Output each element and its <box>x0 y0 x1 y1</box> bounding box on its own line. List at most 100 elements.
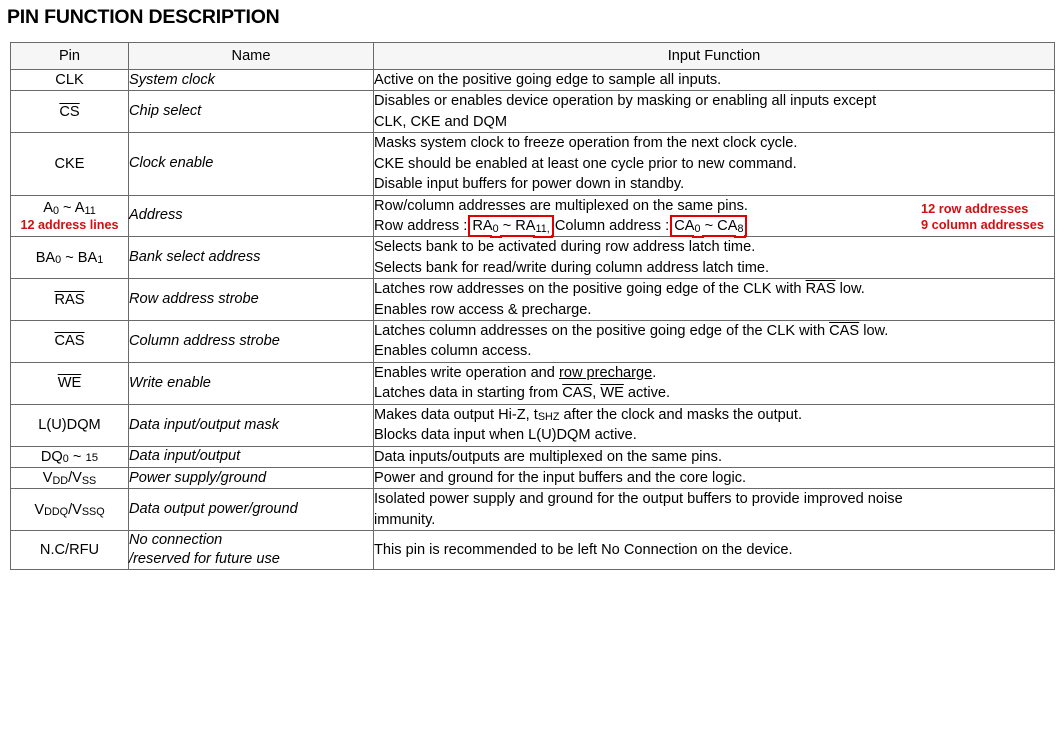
pin-symbol-mid: ~ <box>68 448 86 465</box>
overlined-signal: CAS <box>54 333 85 350</box>
pin-label-clk: System clock <box>128 68 374 92</box>
table-row: DQ0 ~ 15 Data input/output Data inputs/o… <box>10 445 1055 469</box>
highlight-box-column-address: CA0 ~ CA8 <box>670 214 748 237</box>
subscript: 11, <box>535 222 550 235</box>
pin-symbol-mid: ~ BA <box>61 249 98 266</box>
subscript: SHZ <box>537 411 560 424</box>
text-fragment: Row address : <box>374 217 472 234</box>
text-fragment: active. <box>623 385 671 402</box>
function-line: Power and ground for the input buffers a… <box>374 470 747 487</box>
pin-symbol-subscript: 1 <box>97 254 104 267</box>
pin-name-nc-rfu: N.C/RFU <box>10 530 129 571</box>
table-row: BA0 ~ BA1 Bank select address Selects ba… <box>10 236 1055 280</box>
pin-function-ras: Latches row addresses on the positive go… <box>373 278 1055 322</box>
pin-symbol: VDDQ/VSSQ <box>34 501 105 519</box>
text-fragment: . <box>652 364 657 381</box>
pin-label-we: Write enable <box>128 361 374 405</box>
pin-symbol-prefix: V <box>42 470 53 487</box>
function-line: CKE should be enabled at least one cycle… <box>374 155 797 172</box>
pin-symbol-subscript: SSQ <box>81 506 105 519</box>
pin-function-address: Row/column addresses are multiplexed on … <box>373 194 1055 238</box>
function-line: Makes data output Hi-Z, tSHZ after the c… <box>374 405 1054 425</box>
function-line: Disables or enables device operation by … <box>374 93 877 110</box>
table-row: L(U)DQM Data input/output mask Makes dat… <box>10 403 1055 447</box>
pin-symbol-mid: /V <box>68 501 82 518</box>
label-line: /reserved for future use <box>129 551 280 568</box>
subscript: 0 <box>492 222 499 235</box>
pin-label-vddq-vssq: Data output power/ground <box>128 488 374 532</box>
function-line: Latches row addresses on the positive go… <box>374 279 1054 299</box>
pin-function-we: Enables write operation and row precharg… <box>373 361 1055 405</box>
overlined-signal: CS <box>59 103 80 120</box>
pin-name-vddq-vssq: VDDQ/VSSQ <box>10 488 129 532</box>
table-row: VDD/VSS Power supply/ground Power and gr… <box>10 467 1055 490</box>
text-fragment: Column address : <box>550 217 674 234</box>
table-row: CS Chip select Disables or enables devic… <box>10 90 1055 134</box>
pin-name-cas: CAS <box>10 320 129 363</box>
pin-name-vdd-vss: VDD/VSS <box>10 467 129 490</box>
pin-symbol-subscript: 0 <box>52 205 59 217</box>
text-fragment: after the clock and masks the output. <box>559 406 803 423</box>
pin-name-we: WE <box>10 361 129 405</box>
table-row: CAS Column address strobe Latches column… <box>10 320 1055 363</box>
function-line: CLK, CKE and DQM <box>374 113 508 130</box>
annotation-address-counts: 12 row addresses 9 column addresses <box>921 201 1044 234</box>
function-line: Selects bank to be activated during row … <box>374 239 756 256</box>
pin-label-cas: Column address strobe <box>128 320 374 363</box>
pin-symbol-subscript: 15 <box>85 451 99 464</box>
pin-symbol-subscript: SS <box>81 474 97 487</box>
function-line: Enables write operation and row precharg… <box>374 363 1054 383</box>
pin-label-cs: Chip select <box>128 90 374 134</box>
pin-function-cas: Latches column addresses on the positive… <box>373 320 1055 363</box>
text-fragment: RA <box>472 217 493 234</box>
table-row: N.C/RFU No connection /reserved for futu… <box>10 530 1055 571</box>
text-fragment: ~ CA <box>700 217 738 234</box>
function-line: Enables row access & precharge. <box>374 301 592 318</box>
pin-label-cke: Clock enable <box>128 132 374 196</box>
table-row: VDDQ/VSSQ Data output power/ground Isola… <box>10 488 1055 532</box>
table-header-row: Pin Name Input Function <box>10 42 1055 70</box>
pin-label-vdd-vss: Power supply/ground <box>128 467 374 490</box>
overlined-signal: RAS <box>805 281 836 298</box>
text-fragment: CA <box>674 217 695 234</box>
overlined-signal: CAS <box>829 323 860 340</box>
pin-function-ludqm: Makes data output Hi-Z, tSHZ after the c… <box>373 403 1055 447</box>
pin-symbol-subscript: 11 <box>84 205 96 217</box>
column-header-input-function: Input Function <box>373 42 1055 70</box>
function-line: Data inputs/outputs are multiplexed on t… <box>374 448 723 465</box>
pin-symbol-prefix: BA <box>35 249 56 266</box>
pin-name-ras: RAS <box>10 278 129 322</box>
function-line: Isolated power supply and ground for the… <box>374 491 903 508</box>
function-line: Active on the positive going edge to sam… <box>374 72 722 88</box>
column-header-pin: Pin <box>10 42 129 70</box>
text-fragment: low. <box>859 323 889 340</box>
highlight-box-row-address: RA0 ~ RA11, <box>468 214 554 237</box>
pin-label-address: Address <box>128 194 374 238</box>
function-line: Latches data in starting from CAS, WE ac… <box>374 383 1054 403</box>
text-fragment: ~ RA <box>498 217 536 234</box>
pin-name-cke: CKE <box>10 132 129 196</box>
text-fragment: Latches row addresses on the positive go… <box>374 281 806 298</box>
pin-name-ludqm: L(U)DQM <box>10 403 129 447</box>
pin-name-address: A0 ~ A11 12 address lines <box>10 194 129 238</box>
pin-label-ludqm: Data input/output mask <box>128 403 374 447</box>
pin-name-cs: CS <box>10 90 129 134</box>
table-row: WE Write enable Enables write operation … <box>10 361 1055 405</box>
pin-label-bank-select: Bank select address <box>128 236 374 280</box>
label-line: No connection <box>129 532 223 549</box>
pin-symbol-subscript: DDQ <box>44 506 69 519</box>
subscript: 8 <box>737 222 744 235</box>
overlined-signal: WE <box>600 385 624 402</box>
pin-function-bank-select: Selects bank to be activated during row … <box>373 236 1055 280</box>
pin-name-dq: DQ0 ~ 15 <box>10 445 129 469</box>
pin-label-dq: Data input/output <box>128 445 374 469</box>
text-fragment: Enables write operation and <box>374 364 559 381</box>
annotation-line: 9 column addresses <box>920 216 1044 232</box>
underlined-text: row precharge <box>558 364 653 381</box>
text-fragment: Makes data output Hi-Z, t <box>374 406 538 423</box>
pin-symbol-subscript: 0 <box>55 254 62 267</box>
function-line: Masks system clock to freeze operation f… <box>374 135 798 152</box>
pin-function-nc-rfu: This pin is recommended to be left No Co… <box>373 530 1055 571</box>
pin-symbol: A0 ~ A11 <box>43 200 96 217</box>
